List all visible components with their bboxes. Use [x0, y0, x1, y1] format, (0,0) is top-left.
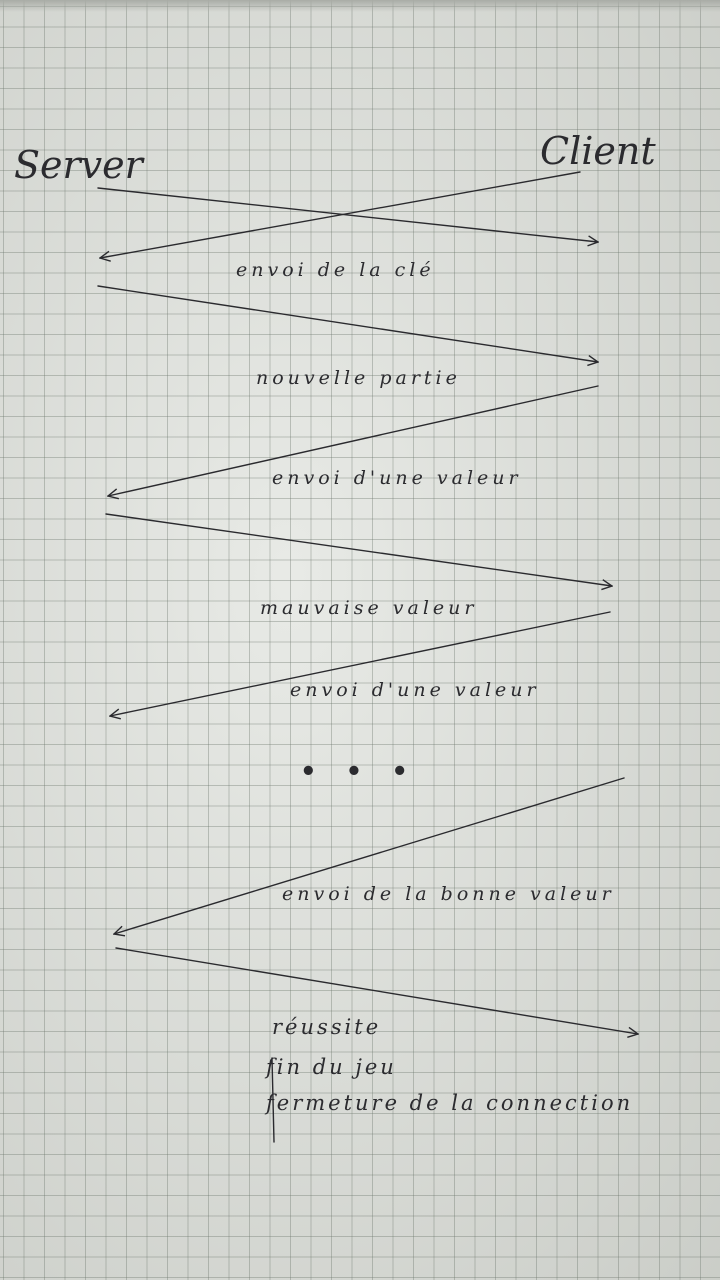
participant-client-label: Client [540, 129, 656, 173]
arrow-client-to-server-3 [110, 611, 611, 716]
paper-top-edge [0, 0, 720, 12]
arrow-server-to-client-3 [105, 513, 612, 586]
arrow-client-to-server-4 [114, 777, 625, 934]
final-note-game-over: fin du jeu [264, 1055, 397, 1079]
message-label-3: envoi d'une valeur [272, 467, 522, 489]
arrow-server-to-client-1 [97, 187, 598, 242]
message-label-1: envoi de la clé [236, 259, 435, 281]
arrow-client-to-server-1 [100, 171, 581, 258]
arrow-client-to-server-2 [108, 385, 599, 496]
arrow-server-to-client-2 [97, 285, 598, 362]
final-note-success: réussite [272, 1015, 381, 1039]
message-label-6: envoi de la bonne valeur [282, 883, 615, 905]
ellipsis-dots: • • • [300, 757, 418, 787]
arrow-server-to-client-4 [115, 947, 638, 1034]
final-note-connection-close: fermeture de la connection [264, 1091, 633, 1115]
message-label-4: mauvaise valeur [260, 597, 477, 619]
message-label-2: nouvelle partie [256, 367, 461, 389]
participant-server-label: Server [14, 143, 146, 187]
final-notes-bracket [271, 1057, 275, 1143]
message-label-5: envoi d'une valeur [290, 679, 540, 701]
